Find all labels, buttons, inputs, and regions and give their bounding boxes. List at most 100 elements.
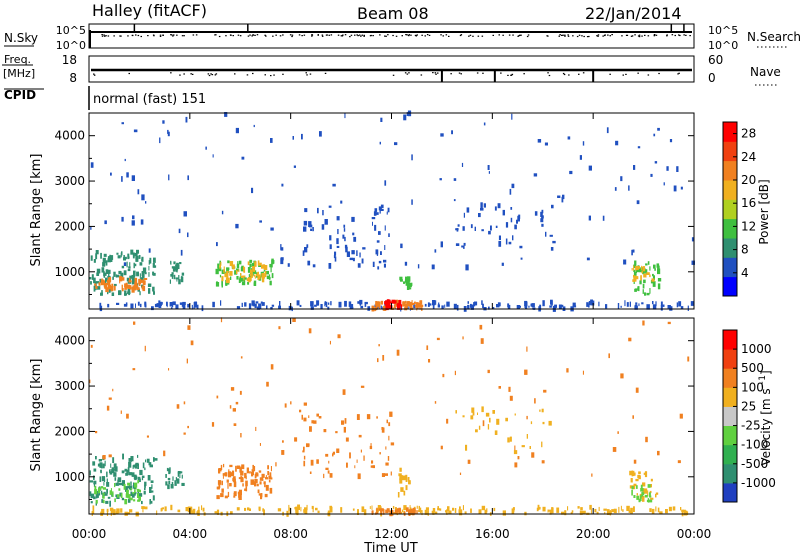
- power-data-cell: [133, 273, 136, 278]
- velocity-data-cell: [549, 510, 552, 515]
- velocity-data-cell: [102, 492, 104, 498]
- power-data-cell: [407, 301, 410, 306]
- velocity-data-cell: [502, 510, 506, 516]
- nsearch-point: [265, 35, 267, 37]
- velocity-data-cell: [90, 501, 93, 504]
- velocity-data-cell: [244, 472, 247, 479]
- velocity-data-cell: [642, 492, 645, 496]
- power-data-cell: [383, 305, 387, 311]
- power-data-cell: [394, 142, 398, 146]
- power-data-cell: [631, 249, 633, 256]
- velocity-data-cell: [424, 509, 428, 515]
- power-data-cell: [240, 273, 242, 276]
- power-data-cell: [191, 304, 193, 310]
- nsearch-point: [311, 34, 314, 36]
- power-data-cell: [127, 284, 131, 289]
- power-data-cell: [269, 280, 272, 286]
- velocity-data-cell: [142, 475, 145, 478]
- velocity-data-cell: [134, 482, 138, 488]
- power-data-cell: [280, 258, 284, 265]
- power-data-cell: [148, 272, 150, 277]
- velocity-data-cell: [475, 429, 478, 433]
- velocity-data-cell: [315, 507, 318, 511]
- velocity-data-cell: [620, 373, 624, 379]
- power-ytick-label: 3000: [54, 174, 85, 188]
- velocity-data-cell: [268, 475, 272, 480]
- power-colorbar-tick-label: 16: [741, 196, 756, 210]
- nsearch-point: [247, 35, 250, 37]
- velocity-data-cell: [411, 509, 415, 516]
- velocity-data-cell: [303, 460, 306, 467]
- power-data-cell: [175, 304, 179, 310]
- power-data-cell: [248, 303, 252, 310]
- nsearch-point: [361, 34, 364, 36]
- power-data-cell: [338, 301, 342, 308]
- velocity-data-cell: [105, 500, 109, 504]
- nsearch-point: [239, 35, 242, 37]
- velocity-data-cell: [470, 508, 472, 513]
- velocity-data-cell: [296, 508, 298, 512]
- power-data-cell: [582, 141, 585, 146]
- power-data-cell: [560, 304, 564, 307]
- velocity-data-cell: [648, 499, 653, 503]
- nave-point: [234, 73, 236, 75]
- velocity-data-cell: [401, 509, 404, 513]
- velocity-data-cell: [358, 434, 362, 438]
- nave-point: [191, 73, 194, 75]
- velocity-data-cell: [408, 509, 412, 514]
- nsearch-point: [225, 35, 227, 37]
- velocity-data-cell: [236, 507, 240, 511]
- velocity-data-cell: [179, 472, 181, 478]
- power-data-cell: [292, 136, 294, 140]
- power-data-cell: [633, 264, 637, 268]
- power-data-cell: [431, 264, 435, 270]
- velocity-data-cell: [642, 320, 645, 326]
- velocity-data-cell: [229, 405, 232, 409]
- nsearch-point: [408, 35, 410, 37]
- power-data-cell: [438, 302, 440, 308]
- velocity-data-cell: [304, 508, 308, 515]
- power-data-cell: [227, 260, 230, 264]
- velocity-data-cell: [418, 505, 420, 511]
- nave-point: [500, 72, 502, 74]
- power-data-cell: [403, 114, 407, 121]
- power-data-cell: [241, 281, 246, 286]
- velocity-data-cell: [582, 510, 586, 514]
- velocity-data-cell: [137, 454, 139, 458]
- power-data-cell: [481, 300, 483, 305]
- nsearch-point: [502, 34, 504, 36]
- velocity-data-cell: [328, 460, 330, 464]
- power-data-cell: [108, 271, 110, 277]
- velocity-data-cell: [650, 478, 653, 482]
- power-data-cell: [113, 271, 116, 277]
- power-data-cell: [133, 129, 138, 133]
- power-data-cell: [572, 305, 577, 308]
- nave-point: [510, 74, 513, 76]
- power-data-cell: [247, 277, 251, 280]
- power-data-cell: [398, 303, 401, 307]
- power-data-cell: [623, 259, 627, 265]
- power-data-cell: [93, 277, 96, 284]
- velocity-data-cell: [265, 484, 269, 491]
- velocity-data-cell: [636, 493, 638, 496]
- nave-point: [179, 74, 181, 76]
- velocity-data-cell: [229, 464, 233, 468]
- velocity-data-cell: [296, 509, 299, 514]
- power-data-cell: [140, 219, 144, 225]
- nave-tick-top: 60: [708, 53, 723, 67]
- nsearch-point: [674, 34, 676, 37]
- power-data-cell: [349, 257, 353, 261]
- cpid-value: normal (fast) 151: [93, 92, 206, 107]
- power-data-cell: [405, 282, 410, 286]
- power-data-cell: [533, 173, 538, 177]
- velocity-data-cell: [106, 478, 108, 485]
- nave-point: [434, 72, 437, 74]
- power-data-cell: [153, 257, 156, 263]
- power-data-cell: [124, 293, 128, 296]
- velocity-data-cell: [434, 511, 438, 515]
- nave-point: [562, 72, 565, 75]
- power-data-cell: [633, 280, 635, 284]
- velocity-data-cell: [170, 484, 174, 489]
- velocity-data-cell: [137, 476, 141, 480]
